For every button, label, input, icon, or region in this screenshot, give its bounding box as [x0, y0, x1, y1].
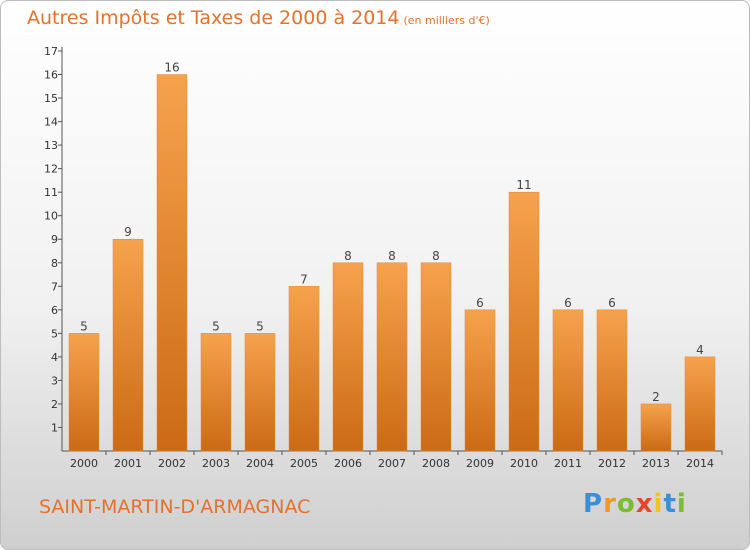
- logo-letter: i: [676, 489, 687, 519]
- data-label-2001: 9: [124, 225, 132, 239]
- x-tick-label-2012: 2012: [598, 457, 626, 470]
- y-tick-label: 16: [44, 69, 58, 82]
- y-tick-label: 13: [44, 139, 58, 152]
- y-tick-label: 5: [51, 327, 58, 340]
- bar-2008: [420, 262, 452, 452]
- bar-2004: [244, 333, 276, 452]
- data-label-2005: 7: [300, 272, 308, 286]
- y-tick-label: 8: [51, 257, 58, 270]
- y-tick-label: 4: [51, 351, 58, 364]
- commune-name: SAINT-MARTIN-D'ARMAGNAC: [39, 496, 311, 518]
- y-tick-label: 15: [44, 92, 58, 105]
- logo-letter: t: [663, 489, 677, 519]
- x-tick-label-2006: 2006: [334, 457, 362, 470]
- y-tick-label: 12: [44, 163, 58, 176]
- x-tick-label-2008: 2008: [422, 457, 450, 470]
- bar-2005: [288, 286, 320, 452]
- data-label-2006: 8: [344, 249, 352, 263]
- y-tick-label: 11: [44, 186, 58, 199]
- x-tick-label-2013: 2013: [642, 457, 670, 470]
- logo-letter: i: [653, 489, 664, 519]
- y-tick-label: 7: [51, 280, 58, 293]
- bar-2000: [68, 333, 100, 452]
- x-tick-label-2002: 2002: [158, 457, 186, 470]
- y-tick-label: 17: [44, 45, 58, 58]
- data-label-2010: 11: [516, 178, 531, 192]
- chart-title: Autres Impôts et Taxes de 2000 à 2014 (en…: [27, 7, 490, 29]
- data-label-2014: 4: [696, 343, 704, 357]
- y-tick-label: 3: [51, 374, 58, 387]
- x-tick-label-2009: 2009: [466, 457, 494, 470]
- data-label-2009: 6: [476, 296, 484, 310]
- x-tick-label-2004: 2004: [246, 457, 274, 470]
- x-tick-label-2003: 2003: [202, 457, 230, 470]
- y-tick-label: 2: [51, 398, 58, 411]
- y-tick-label: 10: [44, 210, 58, 223]
- data-label-2003: 5: [212, 319, 220, 333]
- bars: [68, 74, 716, 452]
- chart-title-text: Autres Impôts et Taxes de 2000 à 2014: [27, 7, 400, 29]
- bar-2006: [332, 262, 364, 452]
- bar-2012: [596, 309, 628, 452]
- y-tick-label: 6: [51, 304, 58, 317]
- data-label-2007: 8: [388, 249, 396, 263]
- bar-2014: [684, 356, 716, 452]
- x-tick-label-2001: 2001: [114, 457, 142, 470]
- x-tick-label-2011: 2011: [554, 457, 582, 470]
- x-tick-label-2007: 2007: [378, 457, 406, 470]
- x-tick-label-2005: 2005: [290, 457, 318, 470]
- data-label-2012: 6: [608, 296, 616, 310]
- y-tick-label: 14: [44, 116, 58, 129]
- data-label-2013: 2: [652, 390, 660, 404]
- bar-2002: [156, 74, 188, 452]
- logo-letter: r: [603, 489, 617, 519]
- bar-2001: [112, 238, 144, 452]
- y-tick-label: 9: [51, 233, 58, 246]
- data-labels: 5 9 16 5 5 7 8 8 8 6 11 6 6 2 4: [80, 61, 704, 404]
- x-tick-label-2010: 2010: [510, 457, 538, 470]
- bar-2013: [640, 403, 672, 452]
- bar-2011: [552, 309, 584, 452]
- logo-letter: P: [583, 489, 604, 519]
- proxiti-logo: Proxiti: [583, 489, 687, 519]
- y-tick-label: 1: [51, 421, 58, 434]
- data-label-2000: 5: [80, 319, 88, 333]
- data-label-2002: 16: [164, 61, 179, 75]
- data-label-2004: 5: [256, 319, 264, 333]
- bar-2009: [464, 309, 496, 452]
- bar-2010: [508, 191, 540, 452]
- chart-unit: (en milliers d'€): [403, 14, 490, 27]
- bar-2003: [200, 333, 232, 452]
- data-label-2008: 8: [432, 249, 440, 263]
- x-tick-label-2014: 2014: [686, 457, 714, 470]
- data-label-2011: 6: [564, 296, 572, 310]
- logo-letter: x: [635, 489, 654, 519]
- bar-2007: [376, 262, 408, 452]
- x-tick-label-2000: 2000: [70, 457, 98, 470]
- logo-letter: o: [616, 489, 636, 519]
